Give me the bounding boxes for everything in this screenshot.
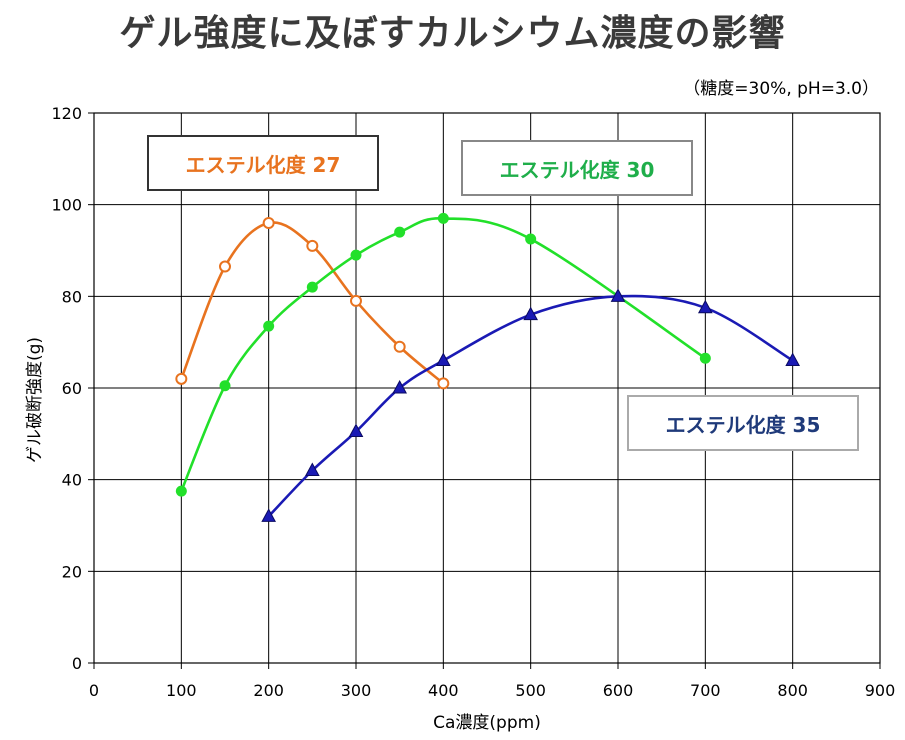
chart-subtitle: （糖度=30%, pH=3.0） — [683, 79, 879, 99]
data-point — [261, 508, 277, 522]
series-lines — [180, 217, 794, 518]
series-markers — [175, 212, 801, 522]
data-point — [610, 288, 626, 302]
data-point — [394, 226, 406, 238]
data-point — [219, 380, 231, 392]
chart-title: ゲル強度に及ぼすカルシウム濃度の影響 — [119, 13, 786, 54]
x-tick-label: 0 — [89, 681, 99, 700]
data-point — [785, 352, 801, 366]
x-tick-label: 400 — [428, 681, 459, 700]
data-point — [393, 340, 406, 353]
data-point — [437, 212, 449, 224]
data-point — [175, 372, 188, 385]
data-point — [263, 320, 275, 332]
data-point — [306, 239, 319, 252]
data-point — [175, 485, 187, 497]
axes — [88, 112, 881, 669]
x-tick-label: 800 — [777, 681, 808, 700]
y-axis-label: ゲル破断強度(g) — [25, 337, 45, 463]
legend-series-30: エステル化度 30 — [461, 140, 693, 196]
x-tick-label: 100 — [166, 681, 197, 700]
data-point — [350, 249, 362, 261]
y-tick-label: 20 — [62, 562, 82, 581]
data-point — [350, 294, 362, 307]
series-line-1 — [180, 217, 707, 492]
data-point — [306, 281, 318, 293]
x-tick-label: 200 — [253, 681, 284, 700]
data-point — [262, 217, 275, 229]
legend-label-27: エステル化度 27 — [185, 152, 341, 177]
data-point — [392, 379, 408, 394]
x-tick-label: 500 — [515, 681, 546, 700]
data-point — [523, 306, 539, 321]
legend-label-35: エステル化度 35 — [665, 412, 821, 437]
data-point — [304, 462, 320, 476]
y-tick-label: 0 — [72, 654, 82, 673]
x-tick-label: 700 — [690, 681, 721, 700]
y-tick-label: 40 — [62, 471, 82, 490]
data-point — [525, 233, 537, 245]
legend-series-27: エステル化度 27 — [147, 135, 379, 191]
data-point — [435, 352, 451, 366]
x-tick-label: 900 — [865, 681, 896, 700]
y-tick-label: 60 — [62, 379, 82, 398]
y-tick-label: 120 — [51, 104, 82, 123]
data-point — [699, 352, 711, 364]
y-tick-label: 80 — [62, 287, 82, 306]
legend-series-35: エステル化度 35 — [627, 395, 859, 451]
series-line-2 — [267, 294, 794, 518]
tick-labels: 0 20 40 60 80 100 120 0 100 200 300 400 500 600 700 800… — [51, 104, 895, 700]
legend-label-30: エステル化度 30 — [499, 157, 655, 182]
x-tick-label: 600 — [603, 681, 634, 700]
y-tick-label: 100 — [51, 196, 82, 215]
data-point — [219, 260, 231, 273]
x-axis-label: Ca濃度(ppm) — [433, 713, 541, 733]
x-tick-label: 300 — [341, 681, 372, 700]
data-point — [697, 299, 713, 314]
data-point — [437, 377, 450, 390]
data-point — [348, 423, 364, 438]
